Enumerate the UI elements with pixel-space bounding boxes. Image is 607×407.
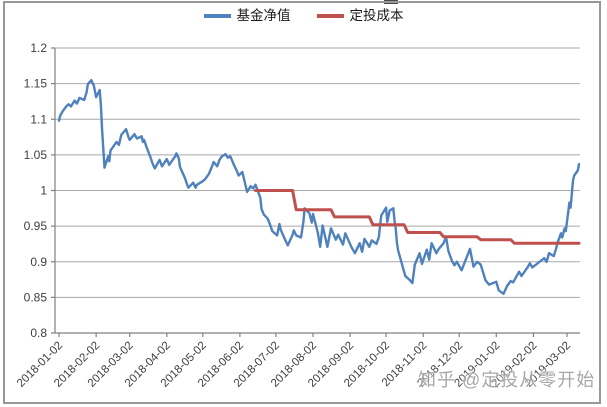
chart-legend: 基金净值 定投成本	[0, 9, 607, 23]
fund-nav-line-swatch	[203, 14, 231, 18]
svg-text:0.9: 0.9	[30, 255, 47, 269]
svg-text:1: 1	[40, 184, 47, 198]
watermark-text: 知乎 @定投从零开始	[418, 370, 596, 390]
svg-text:1.2: 1.2	[30, 41, 47, 55]
svg-text:1.15: 1.15	[24, 77, 48, 91]
top-border-mark	[384, 0, 398, 4]
svg-text:1.05: 1.05	[24, 148, 48, 162]
dca-cost-legend-label: 定投成本	[349, 8, 404, 23]
legend-item-fund-nav: 基金净值	[203, 8, 291, 23]
svg-text:0.8: 0.8	[30, 326, 47, 340]
dca-cost-line-swatch	[316, 14, 344, 18]
legend-item-dca-cost: 定投成本	[316, 8, 404, 23]
svg-text:0.85: 0.85	[24, 290, 48, 304]
fund-nav-legend-label: 基金净值	[236, 8, 291, 23]
svg-text:0.95: 0.95	[24, 219, 48, 233]
svg-text:1.1: 1.1	[30, 112, 47, 126]
